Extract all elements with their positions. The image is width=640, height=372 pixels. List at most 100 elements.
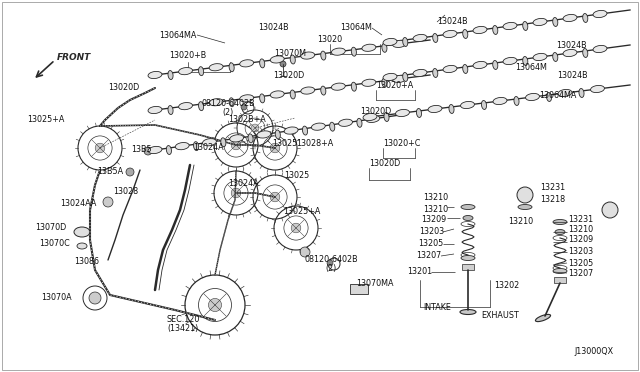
Ellipse shape [321,86,326,95]
Text: 13020D: 13020D [369,160,400,169]
Ellipse shape [403,38,408,46]
Ellipse shape [582,48,588,57]
Text: 13064M: 13064M [515,64,547,73]
Text: 13207: 13207 [568,269,593,278]
Ellipse shape [463,64,468,73]
Ellipse shape [270,91,284,98]
Circle shape [280,61,286,67]
Ellipse shape [366,115,380,122]
Ellipse shape [382,78,387,87]
Circle shape [231,188,241,198]
Circle shape [270,143,280,153]
Bar [350,284,368,294]
Ellipse shape [175,142,189,150]
Ellipse shape [248,134,253,143]
Text: 13025: 13025 [284,171,309,180]
Text: 13020+B: 13020+B [170,51,207,61]
Text: (13421): (13421) [168,324,198,333]
Ellipse shape [168,106,173,115]
Text: 08120-6402B: 08120-6402B [304,256,358,264]
Text: 13020: 13020 [317,35,342,45]
Ellipse shape [382,44,387,52]
Ellipse shape [284,127,298,134]
Circle shape [517,187,533,203]
Text: 13028: 13028 [113,187,138,196]
Circle shape [291,223,301,233]
Ellipse shape [74,227,90,237]
Ellipse shape [443,31,457,38]
Text: 13203: 13203 [419,228,444,237]
Text: 13025+A: 13025+A [28,115,65,125]
Ellipse shape [303,126,308,135]
Bar [462,264,474,270]
Text: 13205: 13205 [568,259,593,267]
Ellipse shape [230,135,244,142]
Ellipse shape [148,147,162,154]
Ellipse shape [148,106,162,113]
Ellipse shape [260,59,265,68]
Text: 13207: 13207 [416,251,441,260]
Ellipse shape [553,52,558,61]
Ellipse shape [229,98,234,107]
Text: 13064MA: 13064MA [159,31,197,39]
Ellipse shape [523,22,528,31]
Text: 13025: 13025 [272,140,297,148]
Text: 13024B: 13024B [437,17,468,26]
Circle shape [126,168,134,176]
Text: 13024AA: 13024AA [61,199,97,208]
Text: 13064MA: 13064MA [539,92,577,100]
Ellipse shape [413,34,427,42]
Ellipse shape [77,243,87,249]
Text: 13210: 13210 [423,193,448,202]
Ellipse shape [518,205,532,209]
Text: INTAKE: INTAKE [423,302,451,311]
Ellipse shape [433,68,438,77]
Ellipse shape [413,70,427,77]
Text: 13218: 13218 [540,196,565,205]
Text: 13209: 13209 [420,215,446,224]
Circle shape [89,292,101,304]
Ellipse shape [392,75,406,83]
Circle shape [300,247,310,257]
Ellipse shape [582,13,588,22]
Text: 13070C: 13070C [39,240,70,248]
Ellipse shape [396,109,410,116]
Text: 1302B+A: 1302B+A [228,115,266,125]
Text: 13210: 13210 [568,225,593,234]
Ellipse shape [148,71,162,78]
Ellipse shape [193,142,198,151]
Ellipse shape [536,314,550,322]
Ellipse shape [533,54,547,61]
Circle shape [209,298,221,312]
Circle shape [231,140,241,150]
Text: 13210: 13210 [423,205,448,215]
Text: 13020D: 13020D [360,108,391,116]
Circle shape [251,124,259,132]
Ellipse shape [473,61,487,68]
Ellipse shape [229,63,234,72]
Ellipse shape [563,49,577,57]
Text: 13231: 13231 [540,183,565,192]
Ellipse shape [240,95,253,102]
Ellipse shape [240,60,253,67]
Ellipse shape [257,131,271,138]
Text: 13020+C: 13020+C [383,140,420,148]
Text: 13070MA: 13070MA [356,279,394,289]
Ellipse shape [351,47,356,56]
Ellipse shape [579,89,584,97]
Ellipse shape [460,310,476,314]
Text: 13086: 13086 [74,257,99,266]
Ellipse shape [209,64,223,71]
Text: J13000QX: J13000QX [575,347,614,356]
Text: 13B5: 13B5 [131,145,152,154]
Text: 13205: 13205 [418,240,443,248]
Ellipse shape [209,99,223,106]
Ellipse shape [514,96,519,105]
Ellipse shape [461,256,475,260]
Ellipse shape [384,112,389,122]
Text: 13070D: 13070D [35,224,66,232]
Ellipse shape [290,90,295,99]
Ellipse shape [202,139,216,146]
Text: 13024B: 13024B [557,71,588,80]
Ellipse shape [591,86,604,93]
